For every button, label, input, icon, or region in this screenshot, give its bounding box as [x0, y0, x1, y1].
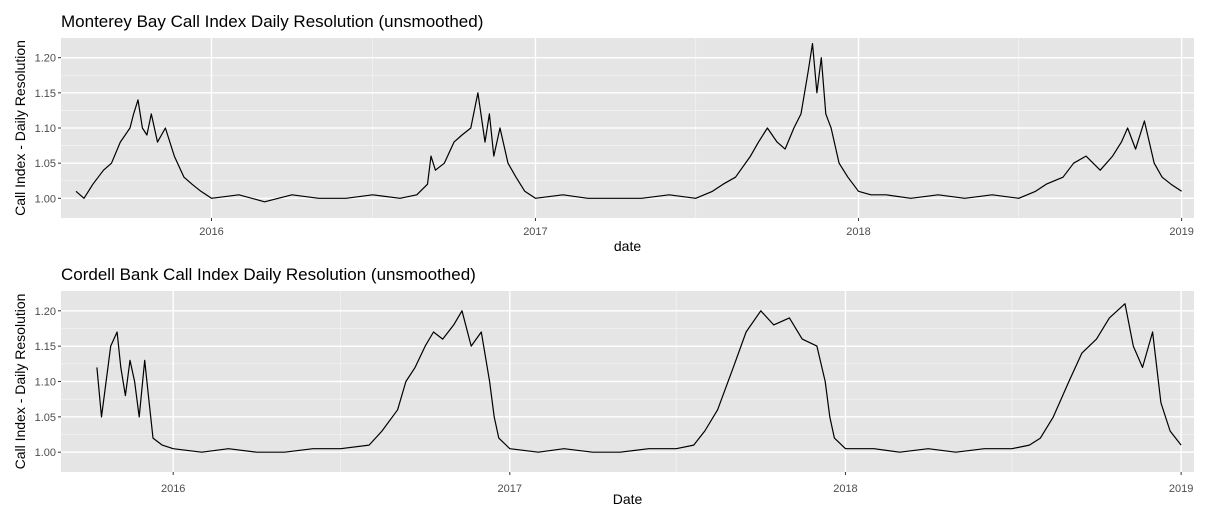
x-tick-label: 2018	[846, 226, 870, 238]
grid-lines	[61, 291, 1194, 472]
y-tick-label: 1.05	[35, 158, 56, 170]
series-line	[75, 42, 1182, 203]
series-line	[96, 303, 1182, 453]
x-tick-label: 2016	[199, 226, 223, 238]
chart-title: Monterey Bay Call Index Daily Resolution…	[61, 12, 483, 31]
chart-title: Cordell Bank Call Index Daily Resolution…	[61, 265, 476, 284]
y-tick-label: 1.20	[35, 53, 56, 65]
x-tick-label: 2019	[1169, 226, 1193, 238]
y-tick-label: 1.00	[35, 193, 56, 205]
y-tick-label: 1.15	[35, 341, 56, 353]
chart-panel-1: 1.00 1.05 1.10 1.15 1.20 2016 2017 2018 2019 Mont…	[12, 12, 1194, 254]
y-axis-label: Call Index - Daily Resolution	[12, 40, 28, 216]
x-tick-label: 2016	[161, 483, 185, 495]
y-axis-label: Call Index - Daily Resolution	[12, 294, 28, 470]
y-tick-label: 1.20	[35, 306, 56, 318]
x-axis-label: date	[614, 238, 641, 254]
x-axis-label: Date	[613, 491, 643, 507]
y-tick-label: 1.15	[35, 88, 56, 100]
y-tick-label: 1.05	[35, 412, 56, 424]
x-tick-label: 2019	[1169, 483, 1193, 495]
x-tick-label: 2017	[523, 226, 547, 238]
x-tick-label: 2017	[498, 483, 522, 495]
y-tick-label: 1.00	[35, 447, 56, 459]
x-tick-label: 2018	[833, 483, 857, 495]
y-tick-label: 1.10	[35, 377, 56, 389]
chart-panel-2: 1.00 1.05 1.10 1.15 1.20 2016 2017 2018 2019 Cord…	[12, 265, 1194, 507]
y-tick-label: 1.10	[35, 123, 56, 135]
